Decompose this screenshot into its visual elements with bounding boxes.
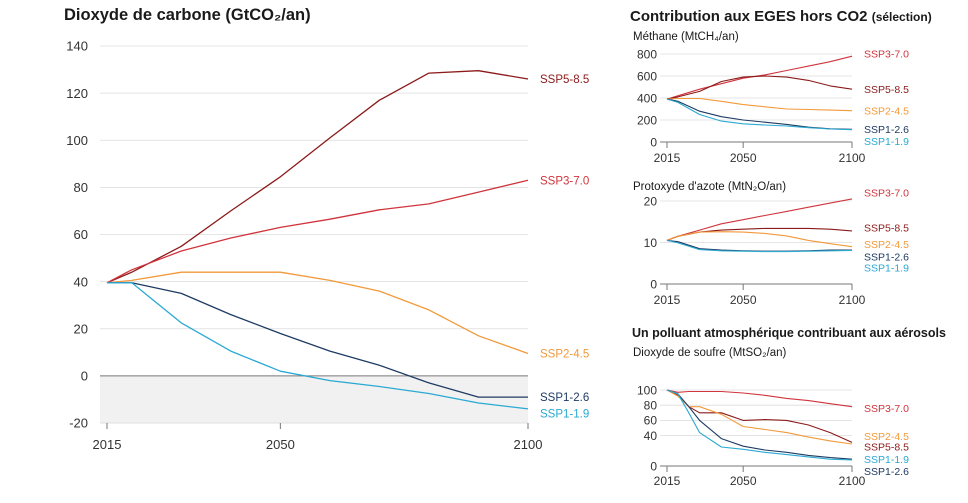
so2-y-tick-label: 100 (637, 383, 657, 397)
n2o-series-ssp2-45 (666, 231, 853, 248)
n2o-series-label: SSP5-8.5 (864, 223, 909, 235)
n2o-y-tick-label: 20 (644, 194, 658, 208)
so2-y-tick-label: 0 (650, 459, 657, 473)
co2-series-label: SSP1-1.9 (540, 409, 589, 421)
so2-series-label: SSP1-1.9 (864, 454, 909, 466)
ch4-series-label: SSP2-4.5 (864, 105, 909, 117)
co2-y-tick-label: 40 (74, 274, 88, 289)
co2-y-tick-label: 80 (74, 180, 88, 195)
ch4-series-ssp5-85 (666, 75, 853, 100)
ch4-series-ssp1-19 (666, 98, 853, 131)
n2o-series-label: SSP1-2.6 (864, 251, 909, 263)
so2-y-tick-label: 40 (644, 429, 658, 443)
n2o-series-ssp5-85 (666, 227, 853, 241)
so2-y-tick-label: 60 (644, 414, 658, 428)
co2-series-label: SSP5-8.5 (540, 74, 589, 86)
co2-y-tick-label: 120 (66, 86, 88, 101)
co2-x-tick-label: 2050 (266, 437, 295, 452)
so2-series-ssp3-70 (666, 389, 853, 408)
so2-series-ssp5-85 (666, 389, 853, 443)
methane-chart-title: Méthane (MtCH₄/an) (633, 31, 739, 43)
n2o-series-label: SSP3-7.0 (864, 187, 909, 199)
so2-series-label: SSP2-4.5 (864, 431, 909, 443)
co2-negative-area (100, 375, 528, 423)
co2-series-ssp2-45 (106, 271, 529, 355)
ch4-series-label: SSP3-7.0 (864, 49, 909, 61)
ch4-y-tick-label: 600 (637, 69, 657, 83)
ch4-series-label: SSP1-1.9 (864, 136, 909, 148)
n2o-series-label: SSP2-4.5 (864, 239, 909, 251)
ch4-y-tick-label: 200 (637, 113, 657, 127)
co2-series-label: SSP2-4.5 (540, 349, 589, 361)
so2-series-ssp1-19 (666, 389, 853, 461)
co2-series-label: SSP3-7.0 (540, 175, 589, 187)
so2-x-tick-label: 2050 (730, 474, 757, 488)
co2-y-tick-label: 0 (81, 369, 88, 384)
so2-series-label: SSP5-8.5 (864, 442, 909, 454)
ch4-x-tick-label: 2015 (654, 151, 681, 165)
main-chart-title: Dioxyde de carbone (GtCO₂/an) (64, 6, 311, 24)
n2o-chart: 0 10 20 2015 2050 2100 SSP3-7.0 SSP5-8.5 SSP2-4.… (644, 187, 909, 307)
so2-x-tick-label: 2100 (839, 474, 866, 488)
ch4-y-tick-label: 800 (637, 47, 657, 61)
n2o-series-ssp3-70 (666, 198, 853, 241)
co2-x-tick-label: 2015 (93, 437, 122, 452)
co2-series-ssp1-19 (107, 282, 529, 410)
ch4-series-ssp2-45 (666, 97, 853, 112)
n2o-x-tick-label: 2050 (730, 293, 757, 307)
n2o-x-tick-label: 2015 (654, 293, 681, 307)
n2o-series-ssp1-26 (666, 239, 852, 252)
sulfur-dioxide-chart-title: Dioxyde de soufre (MtSO₂/an) (633, 347, 787, 359)
co2-y-tick-label: -20 (69, 416, 88, 431)
right-panel-title-note: (sélection) (871, 10, 932, 24)
so2-series-ssp1-26 (666, 389, 853, 460)
n2o-y-tick-label: 10 (644, 236, 658, 250)
co2-y-tick-label: 60 (74, 227, 88, 242)
ch4-x-tick-label: 2050 (730, 151, 757, 165)
co2-series-ssp5-85 (106, 70, 529, 284)
co2-x-tick-label: 2100 (514, 437, 543, 452)
n2o-y-tick-label: 0 (650, 277, 657, 291)
n2o-x-tick-label: 2100 (839, 293, 866, 307)
right-panel-title: Contribution aux EGES hors CO2 (sélectio… (630, 8, 932, 25)
co2-y-tick-label: 20 (74, 321, 88, 336)
so2-series-label: SSP1-2.6 (864, 466, 909, 478)
co2-series-ssp1-26 (107, 282, 528, 398)
ch4-y-tick-label: 0 (650, 135, 657, 149)
ch4-series-label: SSP5-8.5 (864, 84, 909, 96)
nitrous-oxide-chart-title: Protoxyde d'azote (MtN₂O/an) (633, 181, 787, 193)
right-panel-title-text: Contribution aux EGES hors CO2 (630, 8, 868, 25)
n2o-series-ssp1-19 (666, 239, 853, 253)
ch4-x-tick-label: 2100 (839, 151, 866, 165)
co2-series-ssp3-70 (106, 179, 529, 284)
so2-x-tick-label: 2015 (654, 474, 681, 488)
so2-y-tick-label: 80 (644, 399, 658, 413)
co2-y-tick-label: 140 (66, 39, 88, 54)
co2-series-label: SSP1-2.6 (540, 392, 589, 404)
co2-y-tick-label: 100 (66, 133, 88, 148)
n2o-series-label: SSP1-1.9 (864, 262, 909, 274)
co2-chart: -20 0 20 40 60 80 100 120 140 2015 2050 2100 SSP5-8.… (66, 39, 589, 452)
ch4-chart: 0 200 400 600 800 2015 2050 2100 SSP3-7.0 SSP5-8.… (637, 47, 909, 165)
so2-series-label: SSP3-7.0 (864, 403, 909, 415)
ch4-y-tick-label: 400 (637, 91, 657, 105)
aerosol-section-title: Un polluant atmosphérique contribuant au… (632, 326, 946, 340)
ch4-series-label: SSP1-2.6 (864, 124, 909, 136)
